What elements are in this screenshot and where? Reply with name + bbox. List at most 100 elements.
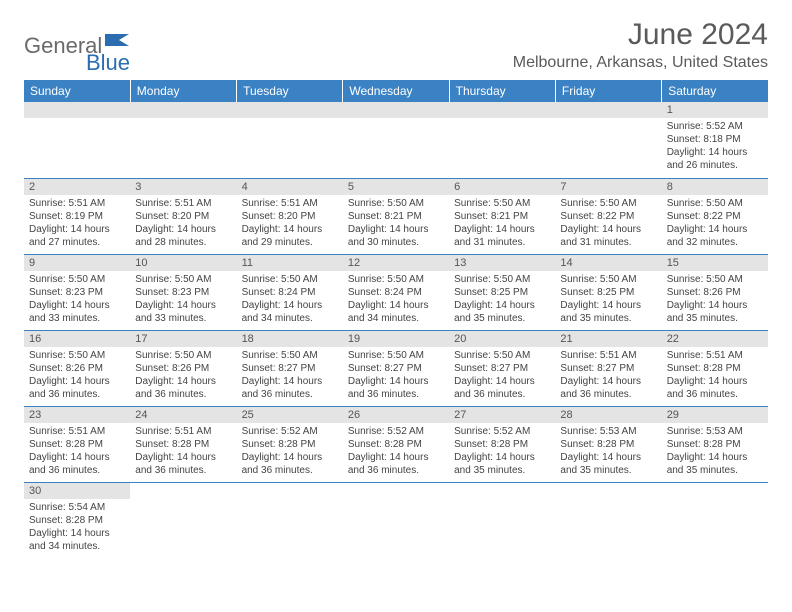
day-details: Sunrise: 5:50 AMSunset: 8:26 PMDaylight:… bbox=[130, 347, 236, 405]
month-title: June 2024 bbox=[513, 18, 768, 52]
day-number: 19 bbox=[343, 331, 449, 347]
calendar-day-cell: 15Sunrise: 5:50 AMSunset: 8:26 PMDayligh… bbox=[662, 254, 768, 330]
calendar-day-cell: 26Sunrise: 5:52 AMSunset: 8:28 PMDayligh… bbox=[343, 406, 449, 482]
day-header: Wednesday bbox=[343, 80, 449, 102]
day-details: Sunrise: 5:50 AMSunset: 8:27 PMDaylight:… bbox=[237, 347, 343, 405]
day-number: 21 bbox=[555, 331, 661, 347]
calendar-day-cell: 6Sunrise: 5:50 AMSunset: 8:21 PMDaylight… bbox=[449, 178, 555, 254]
day-number: 8 bbox=[662, 179, 768, 195]
calendar-day-cell bbox=[237, 482, 343, 558]
day-number: 22 bbox=[662, 331, 768, 347]
day-number: 14 bbox=[555, 255, 661, 271]
calendar-day-cell: 2Sunrise: 5:51 AMSunset: 8:19 PMDaylight… bbox=[24, 178, 130, 254]
calendar-day-cell: 28Sunrise: 5:53 AMSunset: 8:28 PMDayligh… bbox=[555, 406, 661, 482]
calendar-day-cell bbox=[555, 102, 661, 178]
calendar-day-cell: 3Sunrise: 5:51 AMSunset: 8:20 PMDaylight… bbox=[130, 178, 236, 254]
header: General June 2024 Melbourne, Arkansas, U… bbox=[24, 18, 768, 72]
day-number: 23 bbox=[24, 407, 130, 423]
calendar-day-cell: 20Sunrise: 5:50 AMSunset: 8:27 PMDayligh… bbox=[449, 330, 555, 406]
calendar-day-cell bbox=[24, 102, 130, 178]
day-details: Sunrise: 5:50 AMSunset: 8:22 PMDaylight:… bbox=[662, 195, 768, 253]
empty-daynum bbox=[237, 102, 343, 118]
day-details: Sunrise: 5:54 AMSunset: 8:28 PMDaylight:… bbox=[24, 499, 130, 557]
calendar-day-cell: 1Sunrise: 5:52 AMSunset: 8:18 PMDaylight… bbox=[662, 102, 768, 178]
day-details: Sunrise: 5:50 AMSunset: 8:26 PMDaylight:… bbox=[662, 271, 768, 329]
empty-daynum bbox=[130, 102, 236, 118]
day-number: 26 bbox=[343, 407, 449, 423]
day-header: Sunday bbox=[24, 80, 130, 102]
day-number: 3 bbox=[130, 179, 236, 195]
empty-daynum bbox=[555, 102, 661, 118]
day-details: Sunrise: 5:50 AMSunset: 8:21 PMDaylight:… bbox=[449, 195, 555, 253]
calendar-day-cell: 7Sunrise: 5:50 AMSunset: 8:22 PMDaylight… bbox=[555, 178, 661, 254]
day-details: Sunrise: 5:50 AMSunset: 8:23 PMDaylight:… bbox=[24, 271, 130, 329]
day-number: 11 bbox=[237, 255, 343, 271]
calendar-header-row: SundayMondayTuesdayWednesdayThursdayFrid… bbox=[24, 80, 768, 102]
day-number: 5 bbox=[343, 179, 449, 195]
day-number: 1 bbox=[662, 102, 768, 118]
calendar-day-cell bbox=[343, 102, 449, 178]
day-number: 6 bbox=[449, 179, 555, 195]
day-details: Sunrise: 5:52 AMSunset: 8:28 PMDaylight:… bbox=[449, 423, 555, 481]
day-details: Sunrise: 5:51 AMSunset: 8:28 PMDaylight:… bbox=[662, 347, 768, 405]
day-header: Tuesday bbox=[237, 80, 343, 102]
calendar-day-cell: 9Sunrise: 5:50 AMSunset: 8:23 PMDaylight… bbox=[24, 254, 130, 330]
title-block: June 2024 Melbourne, Arkansas, United St… bbox=[513, 18, 768, 72]
day-details: Sunrise: 5:52 AMSunset: 8:28 PMDaylight:… bbox=[343, 423, 449, 481]
calendar-day-cell: 11Sunrise: 5:50 AMSunset: 8:24 PMDayligh… bbox=[237, 254, 343, 330]
calendar-week-row: 23Sunrise: 5:51 AMSunset: 8:28 PMDayligh… bbox=[24, 406, 768, 482]
day-details: Sunrise: 5:50 AMSunset: 8:25 PMDaylight:… bbox=[449, 271, 555, 329]
calendar-day-cell bbox=[449, 102, 555, 178]
calendar-day-cell: 25Sunrise: 5:52 AMSunset: 8:28 PMDayligh… bbox=[237, 406, 343, 482]
calendar-day-cell: 14Sunrise: 5:50 AMSunset: 8:25 PMDayligh… bbox=[555, 254, 661, 330]
calendar-day-cell: 5Sunrise: 5:50 AMSunset: 8:21 PMDaylight… bbox=[343, 178, 449, 254]
calendar-day-cell bbox=[343, 482, 449, 558]
empty-daynum bbox=[343, 102, 449, 118]
day-details: Sunrise: 5:53 AMSunset: 8:28 PMDaylight:… bbox=[662, 423, 768, 481]
calendar-day-cell bbox=[237, 102, 343, 178]
day-details: Sunrise: 5:51 AMSunset: 8:27 PMDaylight:… bbox=[555, 347, 661, 405]
calendar-body: 1Sunrise: 5:52 AMSunset: 8:18 PMDaylight… bbox=[24, 102, 768, 558]
calendar-table: SundayMondayTuesdayWednesdayThursdayFrid… bbox=[24, 80, 768, 558]
calendar-day-cell: 30Sunrise: 5:54 AMSunset: 8:28 PMDayligh… bbox=[24, 482, 130, 558]
calendar-day-cell: 27Sunrise: 5:52 AMSunset: 8:28 PMDayligh… bbox=[449, 406, 555, 482]
day-number: 18 bbox=[237, 331, 343, 347]
day-details: Sunrise: 5:52 AMSunset: 8:28 PMDaylight:… bbox=[237, 423, 343, 481]
day-number: 13 bbox=[449, 255, 555, 271]
location-text: Melbourne, Arkansas, United States bbox=[513, 54, 768, 72]
calendar-day-cell bbox=[555, 482, 661, 558]
calendar-day-cell: 13Sunrise: 5:50 AMSunset: 8:25 PMDayligh… bbox=[449, 254, 555, 330]
day-details: Sunrise: 5:50 AMSunset: 8:27 PMDaylight:… bbox=[449, 347, 555, 405]
day-number: 7 bbox=[555, 179, 661, 195]
day-number: 24 bbox=[130, 407, 236, 423]
calendar-day-cell bbox=[130, 102, 236, 178]
calendar-day-cell: 8Sunrise: 5:50 AMSunset: 8:22 PMDaylight… bbox=[662, 178, 768, 254]
day-number: 25 bbox=[237, 407, 343, 423]
day-details: Sunrise: 5:51 AMSunset: 8:20 PMDaylight:… bbox=[237, 195, 343, 253]
day-details: Sunrise: 5:50 AMSunset: 8:24 PMDaylight:… bbox=[343, 271, 449, 329]
day-details: Sunrise: 5:50 AMSunset: 8:27 PMDaylight:… bbox=[343, 347, 449, 405]
day-number: 2 bbox=[24, 179, 130, 195]
day-details: Sunrise: 5:50 AMSunset: 8:26 PMDaylight:… bbox=[24, 347, 130, 405]
calendar-day-cell: 24Sunrise: 5:51 AMSunset: 8:28 PMDayligh… bbox=[130, 406, 236, 482]
day-number: 15 bbox=[662, 255, 768, 271]
day-details: Sunrise: 5:50 AMSunset: 8:23 PMDaylight:… bbox=[130, 271, 236, 329]
calendar-day-cell: 21Sunrise: 5:51 AMSunset: 8:27 PMDayligh… bbox=[555, 330, 661, 406]
calendar-day-cell: 23Sunrise: 5:51 AMSunset: 8:28 PMDayligh… bbox=[24, 406, 130, 482]
calendar-day-cell bbox=[662, 482, 768, 558]
day-number: 10 bbox=[130, 255, 236, 271]
calendar-week-row: 2Sunrise: 5:51 AMSunset: 8:19 PMDaylight… bbox=[24, 178, 768, 254]
day-details: Sunrise: 5:50 AMSunset: 8:21 PMDaylight:… bbox=[343, 195, 449, 253]
calendar-day-cell: 22Sunrise: 5:51 AMSunset: 8:28 PMDayligh… bbox=[662, 330, 768, 406]
calendar-day-cell bbox=[130, 482, 236, 558]
day-number: 9 bbox=[24, 255, 130, 271]
day-number: 27 bbox=[449, 407, 555, 423]
day-number: 20 bbox=[449, 331, 555, 347]
empty-daynum bbox=[449, 102, 555, 118]
calendar-week-row: 30Sunrise: 5:54 AMSunset: 8:28 PMDayligh… bbox=[24, 482, 768, 558]
calendar-day-cell: 29Sunrise: 5:53 AMSunset: 8:28 PMDayligh… bbox=[662, 406, 768, 482]
day-details: Sunrise: 5:51 AMSunset: 8:19 PMDaylight:… bbox=[24, 195, 130, 253]
calendar-day-cell: 18Sunrise: 5:50 AMSunset: 8:27 PMDayligh… bbox=[237, 330, 343, 406]
day-details: Sunrise: 5:51 AMSunset: 8:28 PMDaylight:… bbox=[24, 423, 130, 481]
calendar-day-cell: 19Sunrise: 5:50 AMSunset: 8:27 PMDayligh… bbox=[343, 330, 449, 406]
